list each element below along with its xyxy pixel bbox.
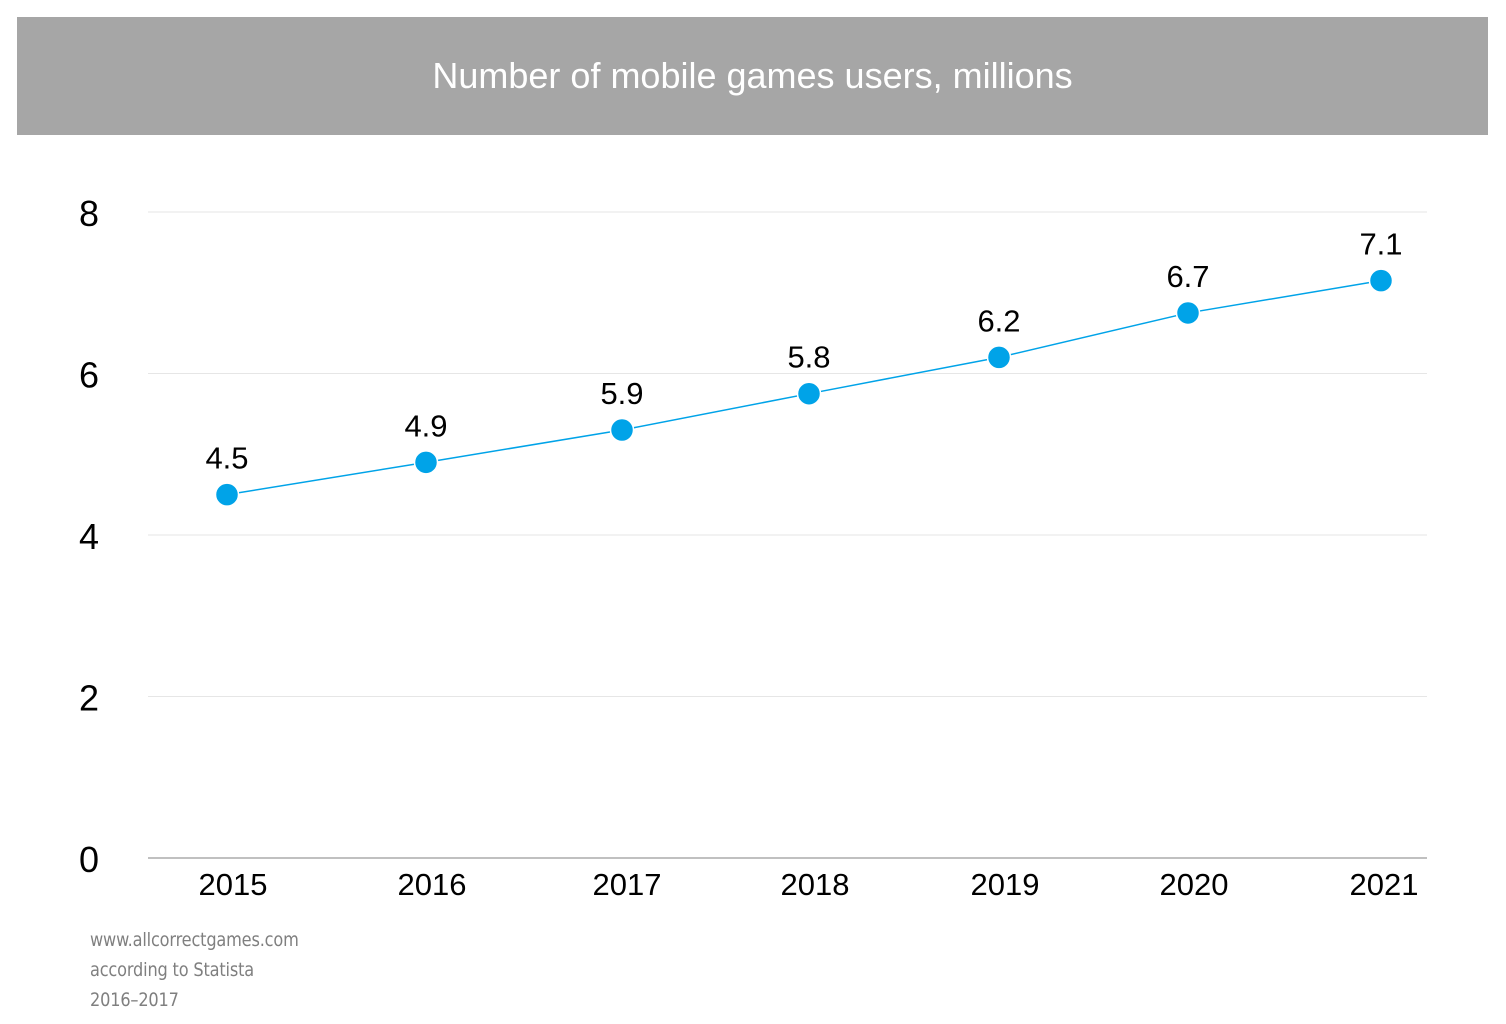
y-tick-label: 8 [79,193,99,234]
data-label: 4.9 [404,408,447,443]
y-tick-label: 4 [79,516,99,557]
y-tick-label: 2 [79,678,99,719]
x-tick-label: 2021 [1350,867,1419,902]
data-point [986,345,1012,370]
source-note: www.allcorrectgames.com according to Sta… [90,925,335,1015]
data-point [1175,300,1201,326]
data-label: 7.1 [1359,227,1402,262]
data-labels: 4.5 4.9 5.9 5.8 6.2 6.7 7.1 [205,227,1402,476]
y-axis-ticks: 0 2 4 6 8 [79,193,99,880]
source-attribution: according to Statista [90,959,254,981]
chart-title-bar: Number of mobile games users, millions [17,17,1488,135]
x-tick-label: 2018 [781,867,850,902]
data-point [413,450,439,475]
data-label: 4.5 [205,441,248,476]
y-tick-label: 6 [79,355,99,396]
data-label: 6.2 [977,303,1020,338]
data-points [214,268,1394,507]
source-url: www.allcorrectgames.com [90,929,299,951]
gridlines [148,211,1427,697]
chart-title: Number of mobile games users, millions [432,55,1073,96]
source-years: 2016–2017 [90,989,179,1011]
data-point [1368,268,1394,293]
data-label: 6.7 [1166,259,1209,294]
data-point [796,381,822,406]
data-label: 5.8 [787,340,830,375]
x-tick-label: 2016 [398,867,467,902]
data-label: 5.9 [600,376,643,411]
x-tick-label: 2017 [593,867,662,902]
x-tick-label: 2015 [199,867,268,902]
x-tick-label: 2019 [971,867,1040,902]
data-point [214,482,240,507]
y-tick-label: 0 [79,839,99,880]
x-tick-label: 2020 [1160,867,1229,902]
data-point [609,417,635,443]
x-axis-ticks: 2015 2016 2017 2018 2019 2020 2021 [199,867,1419,902]
